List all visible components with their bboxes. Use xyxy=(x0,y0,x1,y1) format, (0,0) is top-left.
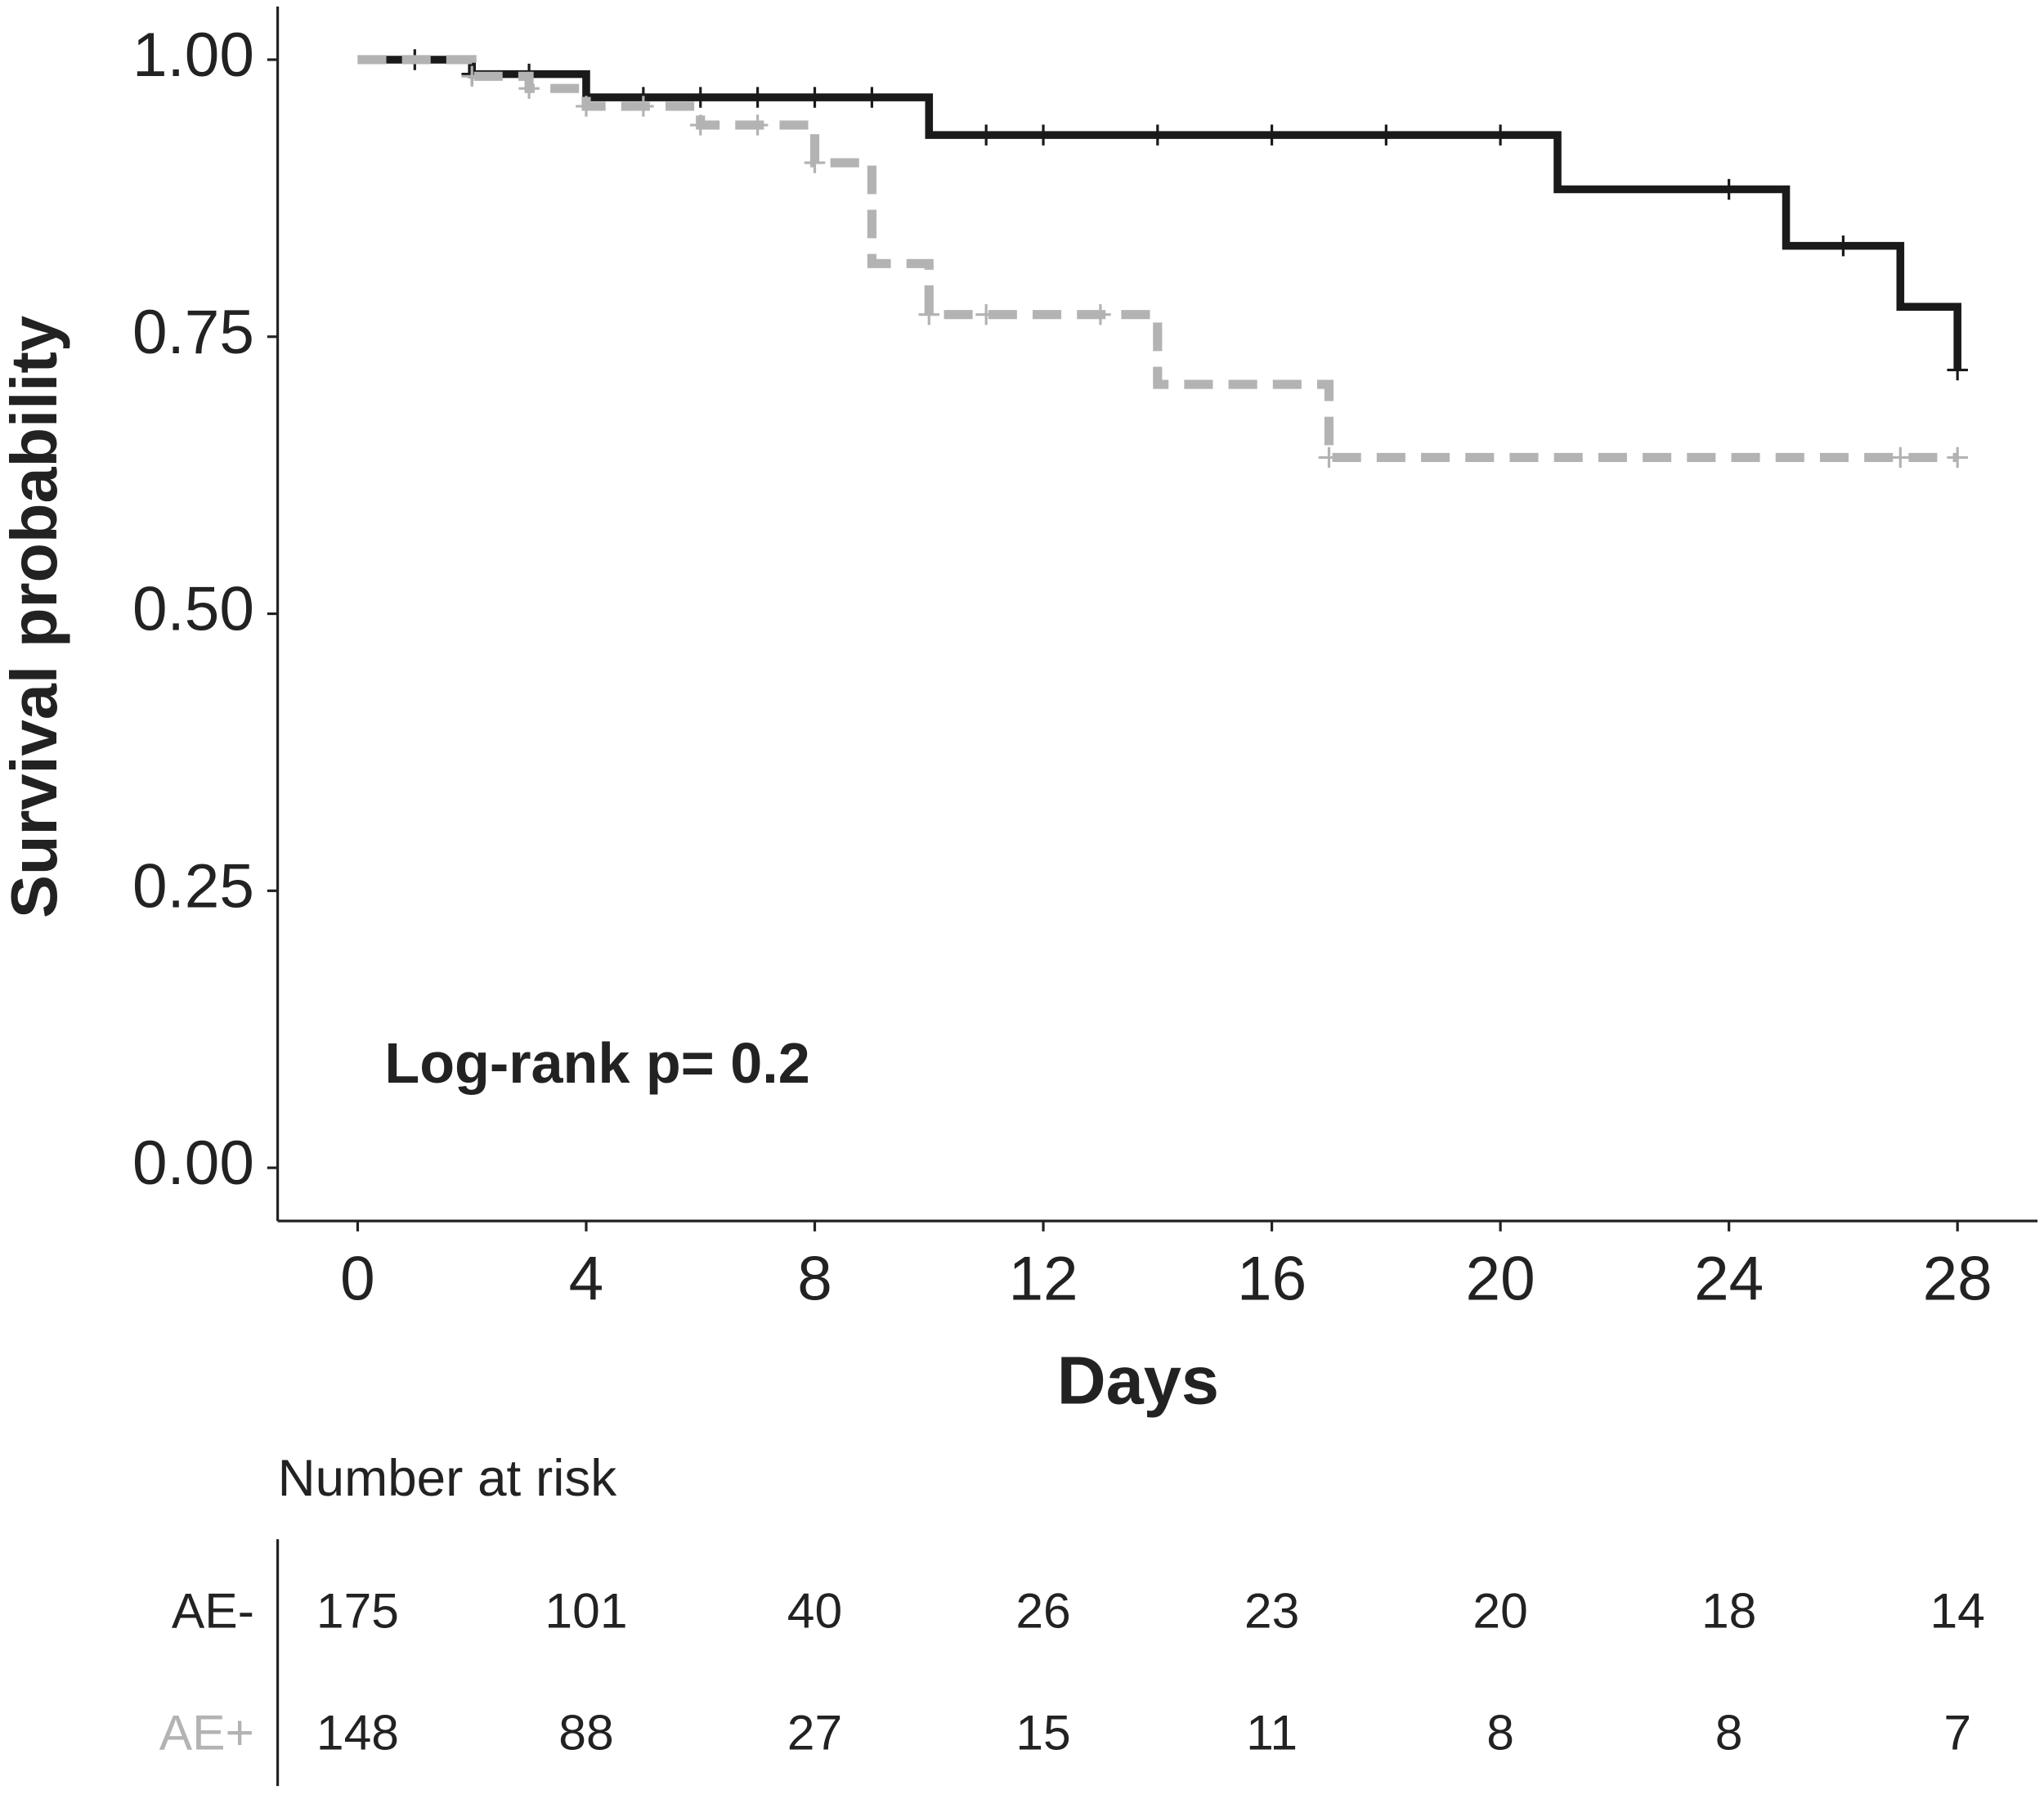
x-tick-label: 4 xyxy=(569,1245,604,1314)
survival-curve xyxy=(357,55,1958,463)
x-tick-label: 8 xyxy=(797,1245,832,1314)
censor-mark xyxy=(689,87,711,108)
censor-mark xyxy=(804,152,826,173)
x-tick-label: 20 xyxy=(1466,1245,1535,1314)
censor-mark xyxy=(861,87,883,108)
x-tick-label: 24 xyxy=(1694,1245,1764,1314)
risk-count: 23 xyxy=(1244,1582,1299,1638)
risk-count: 88 xyxy=(558,1705,613,1761)
risk-row-label: AE+ xyxy=(159,1705,254,1761)
risk-count: 7 xyxy=(1943,1705,1971,1761)
censor-mark xyxy=(1889,446,1912,469)
censor-mark xyxy=(633,96,654,117)
x-tick-label: 28 xyxy=(1923,1245,1992,1314)
censor-mark xyxy=(1718,178,1740,200)
censor-mark xyxy=(746,114,769,136)
censor-mark xyxy=(1147,124,1168,146)
censor-mark xyxy=(1318,446,1340,469)
risk-count: 11 xyxy=(1246,1705,1298,1761)
y-axis-title: Survival probability xyxy=(0,316,70,918)
x-tick-label: 0 xyxy=(340,1245,375,1314)
censor-mark xyxy=(1033,124,1054,146)
censor-mark xyxy=(1375,124,1397,146)
risk-count: 175 xyxy=(316,1582,399,1638)
censor-mark xyxy=(1490,124,1511,146)
y-tick-label: 0.25 xyxy=(132,852,254,922)
censor-mark xyxy=(1947,359,1968,381)
censor-mark xyxy=(689,114,711,136)
censor-mark xyxy=(1261,124,1283,146)
risk-count: 20 xyxy=(1472,1582,1527,1638)
censor-mark xyxy=(518,78,540,99)
censor-mark xyxy=(804,87,826,108)
risk-count: 8 xyxy=(1715,1705,1743,1761)
risk-count: 40 xyxy=(787,1582,842,1638)
censor-mark xyxy=(576,96,597,117)
censor-mark xyxy=(1090,303,1111,325)
y-tick-label: 0.00 xyxy=(132,1128,254,1198)
x-tick-label: 12 xyxy=(1008,1245,1078,1314)
risk-count: 15 xyxy=(1015,1705,1070,1761)
risk-count: 18 xyxy=(1701,1582,1756,1638)
risk-count: 148 xyxy=(316,1705,399,1761)
censor-mark xyxy=(918,303,940,325)
censor-mark xyxy=(746,87,769,108)
censor-mark xyxy=(975,124,997,146)
y-tick-label: 1.00 xyxy=(132,20,254,90)
censor-mark xyxy=(461,65,482,87)
censor-mark xyxy=(1832,235,1854,257)
annotation: Log-rank p= 0.2 xyxy=(384,1031,809,1095)
risk-count: 14 xyxy=(1930,1582,1984,1638)
risk-table-title: Number at risk xyxy=(278,1449,617,1507)
survival-curve xyxy=(357,56,1961,370)
risk-count: 8 xyxy=(1486,1705,1514,1761)
censor-mark xyxy=(1947,446,1968,469)
risk-row-label: AE- xyxy=(172,1582,254,1638)
x-tick-label: 16 xyxy=(1237,1245,1307,1314)
risk-count: 27 xyxy=(787,1705,842,1761)
x-axis-title: Days xyxy=(1057,1343,1219,1419)
risk-count: 26 xyxy=(1015,1582,1070,1638)
risk-count: 101 xyxy=(545,1582,627,1638)
y-tick-label: 0.75 xyxy=(132,298,254,367)
y-tick-label: 0.50 xyxy=(132,575,254,644)
censor-mark xyxy=(975,303,997,325)
